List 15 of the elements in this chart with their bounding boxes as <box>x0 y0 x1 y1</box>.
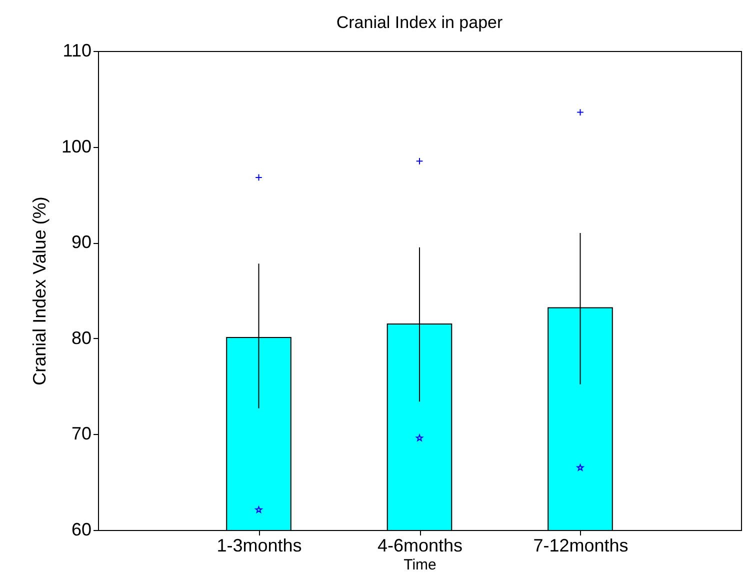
y-tick-label: 60 <box>71 520 92 540</box>
y-tick-label: 80 <box>71 328 92 348</box>
point <box>416 434 424 442</box>
y-tick-label: 100 <box>61 136 92 156</box>
x-tick-label: 1-3months <box>216 536 302 556</box>
y-axis-title: Cranial Index Value (%) <box>29 196 50 386</box>
chart-title: Cranial Index in paper <box>336 13 503 32</box>
point <box>576 464 584 471</box>
y-tick-label: 110 <box>62 40 92 60</box>
x-tick-label: 4-6months <box>377 536 463 556</box>
x-axis-title: Time <box>404 556 436 574</box>
y-tick-label: 90 <box>71 232 92 252</box>
y-tick-label: 70 <box>71 424 92 444</box>
point <box>255 506 262 513</box>
x-tick-label: 7-12months <box>533 536 628 556</box>
